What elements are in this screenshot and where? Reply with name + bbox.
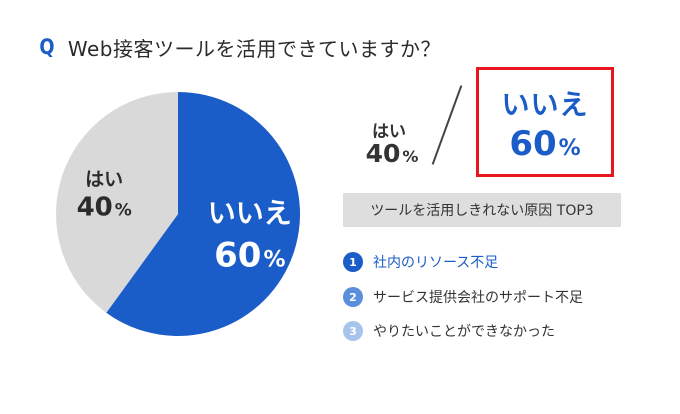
reason-text-2: サービス提供会社のサポート不足 xyxy=(373,290,583,306)
pie-label-2: はい xyxy=(85,168,123,190)
summary-no-highlight-box: いいえ 60% xyxy=(476,67,614,177)
question-text: Web接客ツールを活用できていますか？ xyxy=(67,36,441,61)
summary-no-number: 60 xyxy=(509,124,557,164)
reason-item-3: 3 やりたいことができなかった xyxy=(343,320,555,342)
rank-badge-3: 3 xyxy=(343,321,363,341)
reason-item-1: 1 社内のリソース不足 xyxy=(343,251,498,273)
question-mark: Q xyxy=(39,35,55,59)
rank-badge-1: 1 xyxy=(343,252,363,272)
summary-yes-label: はい xyxy=(372,122,406,142)
summary-yes-value: 40% xyxy=(362,139,422,168)
reason-text-1: 社内のリソース不足 xyxy=(373,255,499,271)
pie-slice-1 xyxy=(106,92,301,337)
pie-slice-2 xyxy=(56,92,178,313)
question-heading: Q Web接客ツールを活用できていますか？ xyxy=(38,33,441,61)
pie-value-2: 40% xyxy=(77,192,132,222)
summary-no-value: 60% xyxy=(479,124,611,164)
reason-text-3: やりたいことができなかった xyxy=(373,324,555,340)
pie-label-1: いいえ xyxy=(208,197,292,230)
summary-yes-number: 40 xyxy=(365,139,401,168)
summary-no-unit: % xyxy=(558,136,581,161)
reason-item-2: 2 サービス提供会社のサポート不足 xyxy=(343,286,583,308)
pie-value-1: 60% xyxy=(214,236,285,276)
rank-badge-2: 2 xyxy=(343,287,363,307)
top3-title-bar: ツールを活用しきれない原因 TOP3 xyxy=(343,193,621,227)
summary-yes-unit: % xyxy=(402,147,419,166)
summary-no-label: いいえ xyxy=(501,88,589,121)
